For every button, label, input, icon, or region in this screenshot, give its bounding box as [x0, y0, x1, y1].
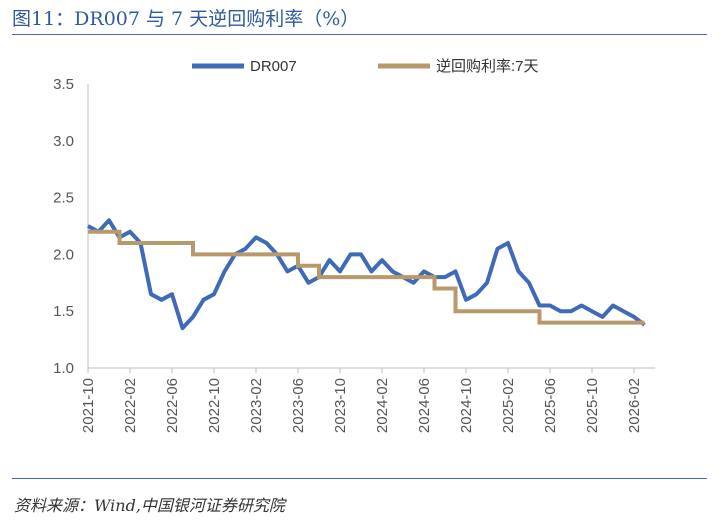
source-note: 资料来源：Wind,中国银河证券研究院	[14, 496, 285, 515]
x-tick-label: 2025-02	[500, 378, 517, 433]
legend-label-repo: 逆回购利率:7天	[436, 58, 539, 75]
x-tick-label: 2023-10	[332, 378, 349, 433]
x-tick-label: 2022-10	[206, 378, 223, 433]
x-tick-label: 2024-06	[416, 378, 433, 433]
x-tick-label: 2025-06	[542, 378, 559, 433]
series-line-dr007	[87, 218, 646, 331]
x-tick-label: 2024-02	[374, 378, 391, 433]
legend: DR007 逆回购利率:7天	[192, 58, 539, 75]
y-tick-label: 2.5	[53, 190, 74, 207]
plot-area	[87, 218, 646, 331]
x-tick-label: 2023-06	[290, 378, 307, 433]
y-tick-label: 1.0	[53, 360, 74, 377]
x-tick-label: 2025-10	[584, 378, 601, 433]
x-tick-label: 2023-02	[248, 378, 265, 433]
y-tick-label: 2.0	[53, 246, 74, 263]
x-tick-label: 2024-10	[458, 378, 475, 433]
series-line-repo	[88, 229, 645, 325]
legend-label-dr007: DR007	[250, 58, 297, 75]
x-tick-label: 2021-10	[80, 378, 97, 433]
source-rule	[12, 478, 707, 479]
y-tick-label: 3.0	[53, 133, 74, 150]
x-tick-label: 2022-06	[164, 378, 181, 433]
figure-title: 图11：DR007 与 7 天逆回购利率（%）	[12, 8, 360, 30]
y-axis: 1.0 1.5 2.0 2.5 3.0 3.5	[53, 76, 74, 377]
y-tick-label: 3.5	[53, 76, 74, 93]
x-axis: 2021-10 2022-02 2022-06 2022-10 2023-02 2023-…	[80, 368, 643, 433]
x-tick-label: 2026-02	[626, 378, 643, 433]
x-tick-label: 2022-02	[122, 378, 139, 433]
title-rule	[12, 34, 707, 35]
y-tick-label: 1.5	[53, 303, 74, 320]
